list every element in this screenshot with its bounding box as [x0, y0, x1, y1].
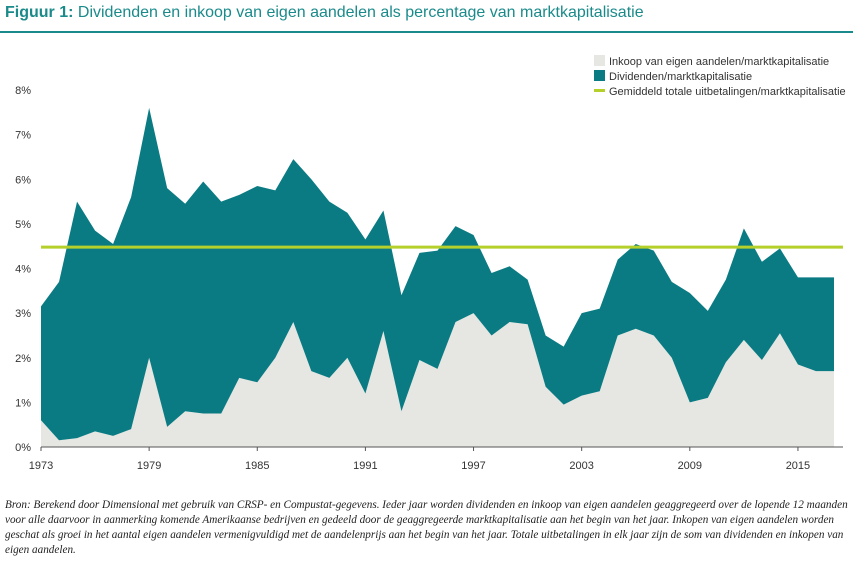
x-tick-label: 1997: [461, 460, 485, 472]
y-tick-label: 4%: [15, 264, 31, 276]
area-series-0: [41, 313, 834, 447]
x-tick-label: 1985: [245, 460, 269, 472]
y-tick-label: 5%: [15, 219, 31, 231]
legend-label: Inkoop van eigen aandelen/marktkapitalis…: [609, 56, 829, 68]
title-rule: [0, 31, 853, 33]
figure-title: Figuur 1: Dividenden en inkoop van eigen…: [5, 4, 644, 22]
chart-axes: 0% 1% 2% 3% 4% 5% 6% 7% 8% 1973 1979 1985 1991 1997 20…: [15, 85, 843, 472]
x-tick-label: 2009: [678, 460, 702, 472]
x-tick-label: 1979: [137, 460, 161, 472]
chart-areas: [41, 107, 834, 447]
legend-label: Dividenden/marktkapitalisatie: [609, 71, 752, 83]
legend-swatch: [594, 89, 605, 92]
y-tick-label: 7%: [15, 130, 31, 142]
chart-legend: Inkoop van eigen aandelen/marktkapitalis…: [594, 55, 846, 98]
area-series-1: [41, 107, 834, 441]
legend-label: Gemiddeld totale uitbetalingen/marktkapi…: [609, 86, 846, 98]
x-tick-label: 2015: [786, 460, 810, 472]
payout-chart: 0% 1% 2% 3% 4% 5% 6% 7% 8% 1973 1979 1985 1991 1997 20…: [15, 55, 846, 472]
y-tick-label: 6%: [15, 174, 31, 186]
x-tick-label: 2003: [569, 460, 593, 472]
y-tick-label: 1%: [15, 397, 31, 409]
figure-number: Figuur 1:: [5, 4, 74, 21]
x-tick-label: 1973: [29, 460, 53, 472]
y-tick-label: 0%: [15, 442, 31, 454]
legend-swatch: [594, 55, 605, 66]
source-note: Bron: Berekend door Dimensional met gebr…: [5, 499, 848, 556]
y-tick-label: 2%: [15, 353, 31, 365]
y-tick-label: 8%: [15, 85, 31, 97]
legend-swatch: [594, 70, 605, 81]
y-tick-label: 3%: [15, 308, 31, 320]
x-tick-label: 1991: [353, 460, 377, 472]
figure-title-text: Dividenden en inkoop van eigen aandelen …: [77, 4, 644, 21]
